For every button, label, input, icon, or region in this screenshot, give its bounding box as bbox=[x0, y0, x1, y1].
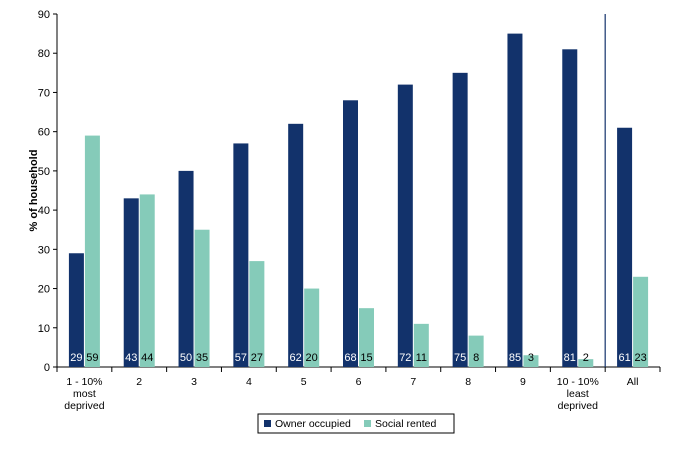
bar-owner-occupied bbox=[507, 33, 523, 367]
y-tick-label: 10 bbox=[38, 323, 50, 335]
data-label-owner-occupied: 72 bbox=[399, 352, 411, 364]
bar-social-rented bbox=[578, 359, 594, 367]
y-tick-label: 40 bbox=[38, 205, 50, 217]
data-label-social-rented: 20 bbox=[306, 352, 318, 364]
x-tick-label: 1 - 10% bbox=[66, 376, 102, 388]
data-label-owner-occupied: 85 bbox=[509, 352, 521, 364]
data-label-owner-occupied: 75 bbox=[454, 352, 466, 364]
legend-box bbox=[257, 413, 455, 434]
bar-owner-occupied bbox=[178, 170, 194, 367]
bar-owner-occupied bbox=[452, 72, 468, 367]
x-tick-label: 9 bbox=[520, 376, 526, 388]
legend-swatch-owner-occupied bbox=[264, 420, 271, 427]
bar-social-rented bbox=[633, 276, 649, 367]
legend-swatch-social-rented bbox=[364, 420, 371, 427]
x-tick-label: 10 - 10% bbox=[557, 376, 599, 388]
bar-social-rented bbox=[413, 323, 429, 367]
y-tick-label: 60 bbox=[38, 127, 50, 139]
legend-label-social-rented: Social rented bbox=[375, 418, 436, 430]
data-label-owner-occupied: 50 bbox=[180, 352, 192, 364]
y-axis-title: % of household bbox=[28, 150, 40, 232]
data-label-social-rented: 44 bbox=[141, 352, 153, 364]
data-label-owner-occupied: 68 bbox=[344, 352, 356, 364]
x-tick-label: 8 bbox=[465, 376, 471, 388]
x-tick-label: All bbox=[627, 376, 639, 388]
bar-owner-occupied bbox=[343, 100, 358, 368]
y-tick-label: 80 bbox=[38, 48, 50, 60]
y-tick-label: 0 bbox=[44, 362, 50, 374]
bar-social-rented bbox=[84, 135, 100, 367]
bar-social-rented bbox=[304, 288, 320, 367]
y-tick-label: 30 bbox=[38, 244, 50, 256]
data-label-owner-occupied: 61 bbox=[618, 352, 630, 364]
bar-social-rented bbox=[194, 229, 210, 367]
bar-owner-occupied bbox=[617, 127, 633, 367]
data-label-owner-occupied: 29 bbox=[70, 352, 82, 364]
x-tick-label: 6 bbox=[356, 376, 362, 388]
data-label-social-rented: 11 bbox=[416, 352, 427, 364]
x-tick-label: 3 bbox=[191, 376, 197, 388]
y-tick-label: 50 bbox=[38, 166, 50, 178]
data-label-social-rented: 27 bbox=[251, 352, 263, 364]
bar-social-rented bbox=[249, 261, 265, 367]
data-label-social-rented: 8 bbox=[473, 352, 479, 364]
data-label-social-rented: 15 bbox=[360, 352, 372, 364]
x-tick-label: 2 bbox=[136, 376, 142, 388]
data-label-social-rented: 3 bbox=[528, 352, 534, 364]
data-label-social-rented: 23 bbox=[634, 352, 646, 364]
x-tick-label: deprived bbox=[64, 400, 104, 412]
bar-social-rented bbox=[468, 335, 484, 367]
y-tick-label: 90 bbox=[38, 9, 50, 21]
y-tick-label: 70 bbox=[38, 87, 50, 99]
bar-owner-occupied bbox=[68, 253, 84, 367]
bar-social-rented bbox=[523, 355, 539, 367]
bar-owner-occupied bbox=[397, 84, 413, 367]
bar-owner-occupied bbox=[562, 49, 578, 368]
data-label-owner-occupied: 43 bbox=[125, 352, 137, 364]
x-tick-label: 5 bbox=[301, 376, 307, 388]
x-tick-label: 4 bbox=[246, 376, 252, 388]
data-label-owner-occupied: 57 bbox=[235, 352, 247, 364]
data-label-owner-occupied: 81 bbox=[564, 352, 576, 364]
y-tick-label: 20 bbox=[38, 284, 50, 296]
x-tick-label: most bbox=[73, 388, 96, 400]
x-tick-label: least bbox=[567, 388, 589, 400]
bar-owner-occupied bbox=[123, 198, 139, 367]
data-label-social-rented: 2 bbox=[583, 352, 589, 364]
bar-social-rented bbox=[359, 308, 374, 367]
data-label-owner-occupied: 62 bbox=[290, 352, 302, 364]
x-tick-label: 7 bbox=[410, 376, 416, 388]
data-label-social-rented: 59 bbox=[86, 352, 98, 364]
x-tick-label: deprived bbox=[558, 400, 598, 412]
bar-owner-occupied bbox=[288, 123, 304, 367]
legend-label-owner-occupied: Owner occupied bbox=[275, 418, 351, 430]
bar-owner-occupied bbox=[233, 143, 249, 367]
data-label-social-rented: 35 bbox=[196, 352, 208, 364]
bar-social-rented bbox=[139, 194, 155, 367]
